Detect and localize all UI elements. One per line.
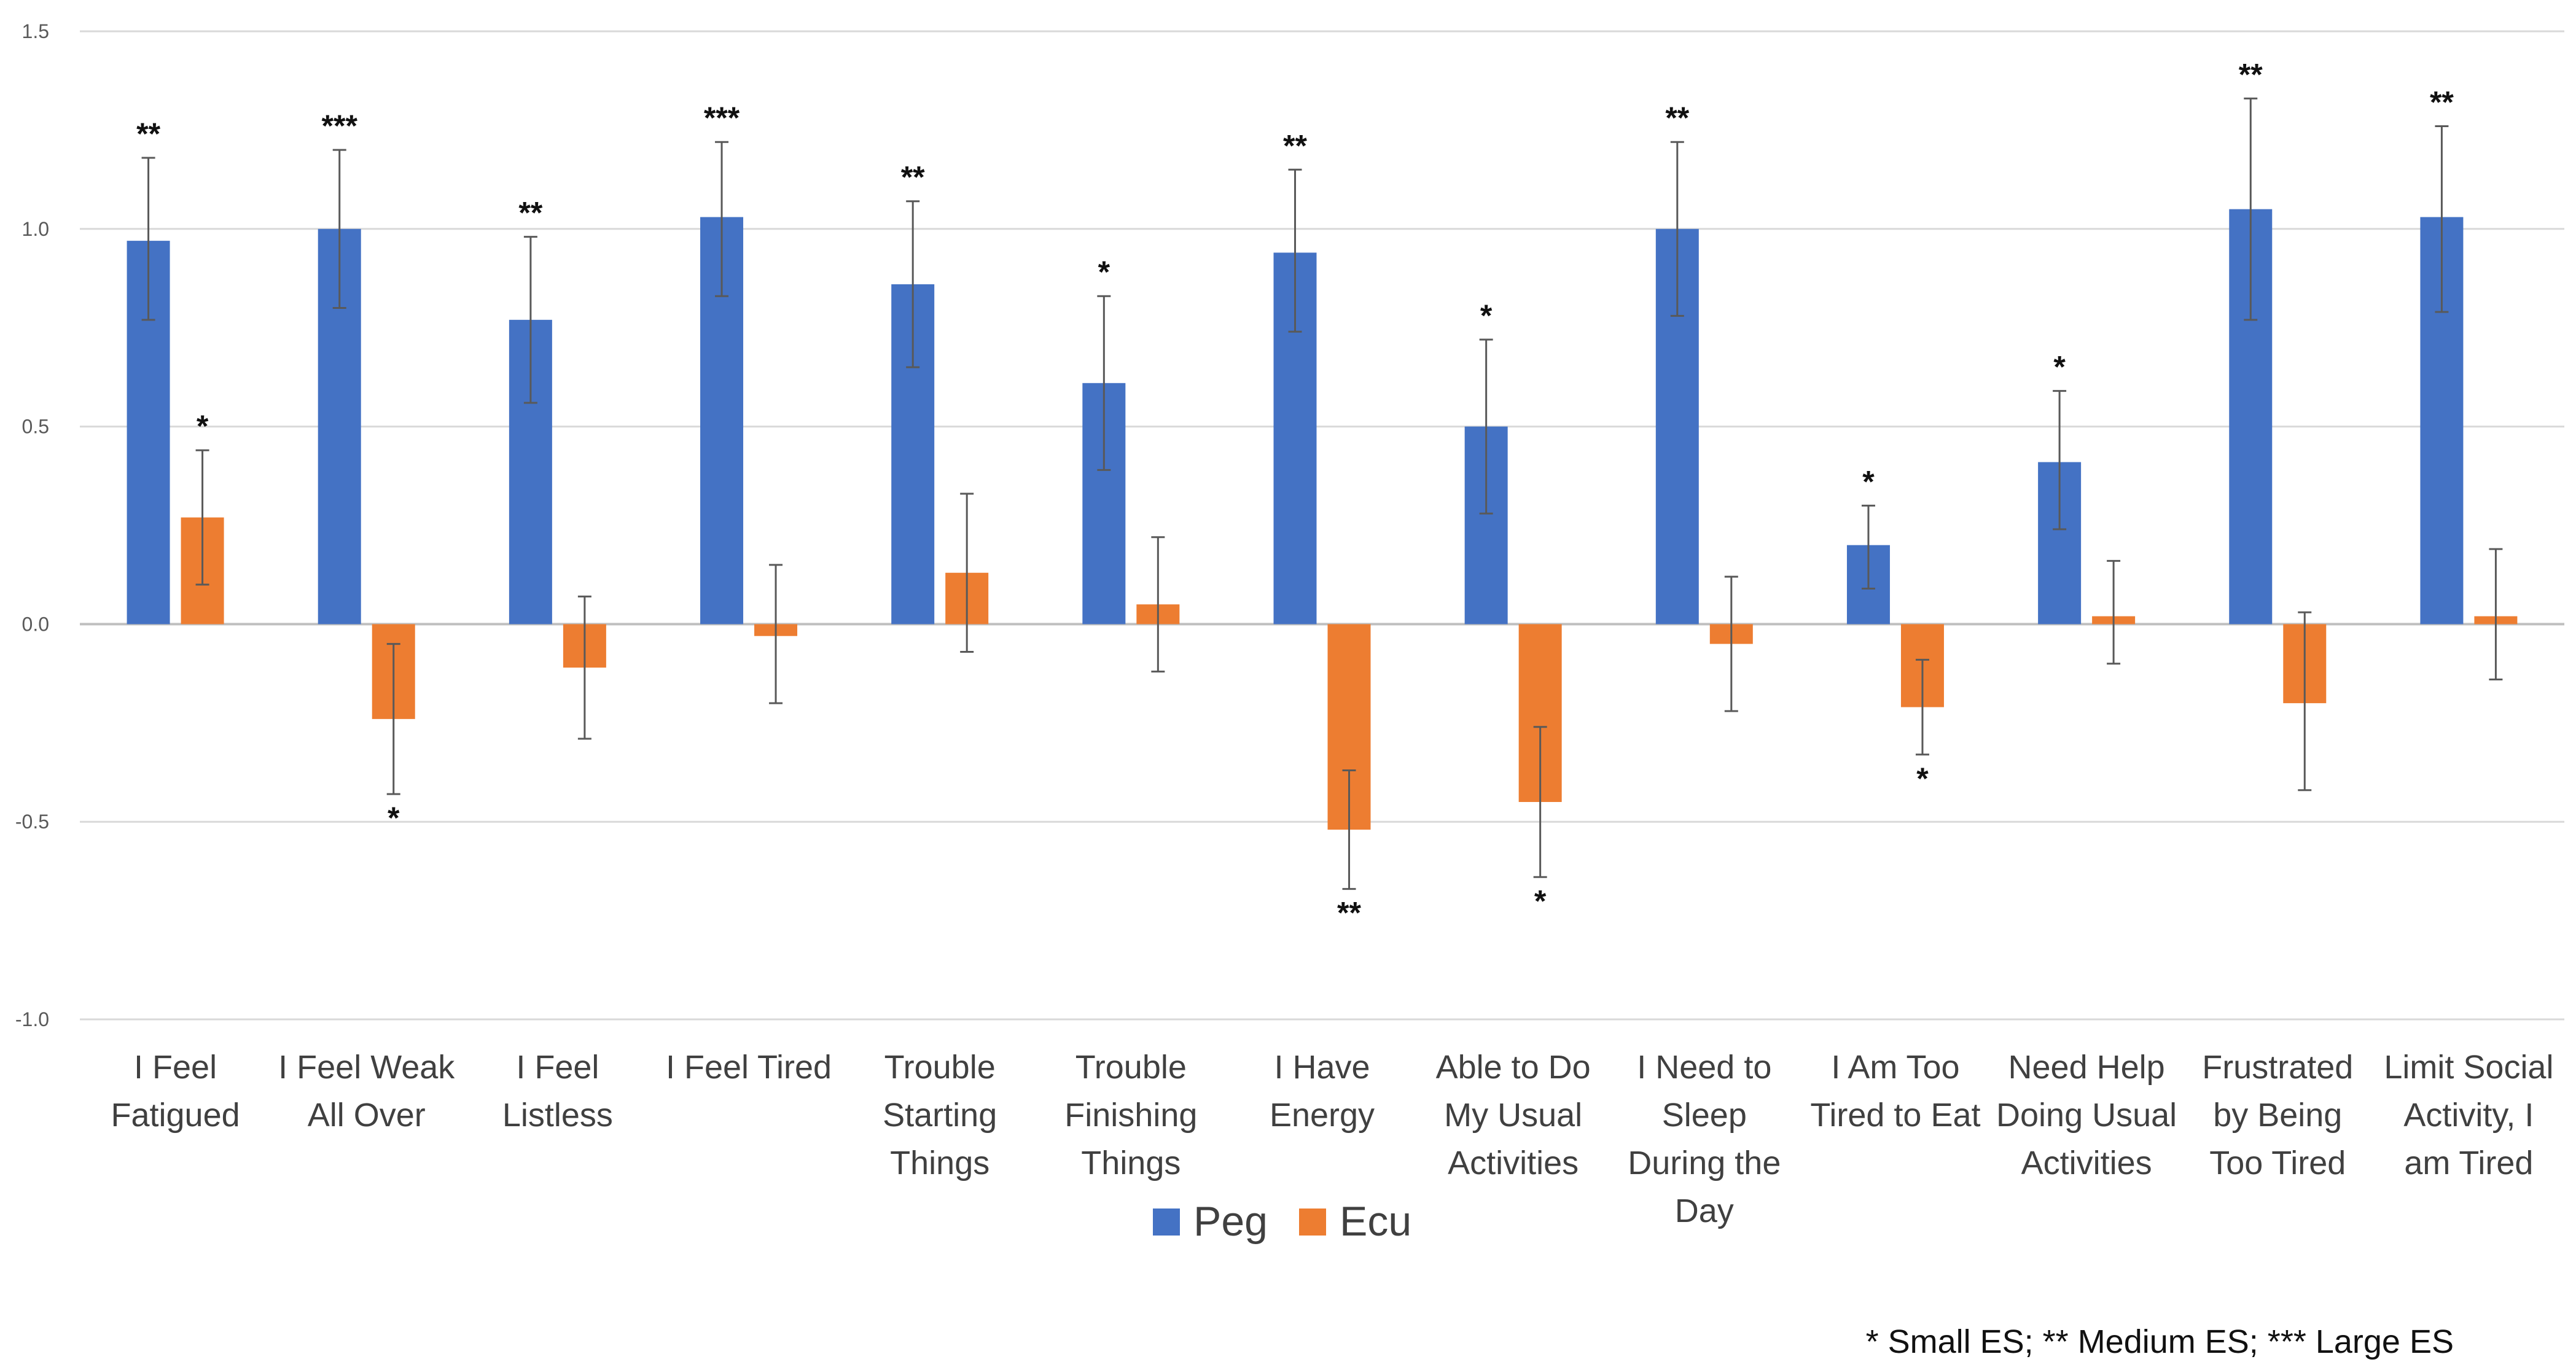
effect-size-footnote: * Small ES; ** Medium ES; *** Large ES (1866, 1323, 2454, 1360)
legend-swatch-peg (1153, 1208, 1180, 1236)
significance-marker: * (1534, 884, 1547, 918)
y-tick-label: 1.0 (22, 218, 49, 240)
category-label: I Feel Tired (666, 1049, 832, 1086)
category-label: am Tired (2404, 1145, 2533, 1181)
category-label: I Am Too (1831, 1049, 1959, 1086)
legend-label-ecu: Ecu (1340, 1198, 1411, 1245)
category-label: Fatigued (111, 1097, 240, 1134)
category-labels: I Feel Fatigued I Feel Weak All Over I Feel L… (111, 1049, 2553, 1229)
category-label: Things (890, 1145, 989, 1181)
significance-marker: ** (2430, 85, 2454, 119)
category-label: I Need to (1637, 1049, 1771, 1086)
y-axis-ticks: 1.5 1.0 0.5 0.0 -0.5 -1.0 (15, 20, 49, 1030)
category-label: Tired to Eat (1810, 1097, 1980, 1134)
category-label: I Have (1274, 1049, 1370, 1086)
category-label: I Feel (134, 1049, 217, 1086)
category-label: Trouble (884, 1049, 996, 1086)
category-label: Frustrated (2202, 1049, 2353, 1086)
y-tick-label: -0.5 (15, 811, 49, 833)
significance-marker: ** (1665, 101, 1689, 135)
category-label: Activity, I (2403, 1097, 2534, 1134)
category-label: Need Help (2008, 1049, 2165, 1086)
significance-marker: ** (136, 117, 160, 151)
category-label: Activities (1448, 1145, 1579, 1181)
y-tick-label: 1.5 (22, 20, 49, 42)
y-tick-label: -1.0 (15, 1008, 49, 1030)
category-label: All Over (308, 1097, 426, 1134)
category-label: Limit Social (2384, 1049, 2553, 1086)
significance-marker: * (1480, 298, 1493, 333)
y-tick-label: 0.5 (22, 416, 49, 438)
significance-markers: ** ************************** ** (136, 57, 2454, 930)
error-bars (141, 97, 2503, 890)
category-label: Activities (2021, 1145, 2152, 1181)
category-label: I Feel Weak (278, 1049, 455, 1086)
significance-marker: * (197, 409, 209, 443)
significance-marker: * (1862, 464, 1875, 499)
significance-marker: ** (518, 196, 542, 230)
significance-marker: * (388, 801, 400, 835)
category-label: During the (1628, 1145, 1781, 1181)
legend-label-peg: Peg (1193, 1198, 1268, 1245)
significance-marker: * (1916, 761, 1929, 796)
category-label: Too Tired (2209, 1145, 2346, 1181)
category-label: by Being (2213, 1097, 2342, 1134)
category-label: I Feel (516, 1049, 599, 1086)
category-label: Listless (502, 1097, 613, 1134)
category-label: Doing Usual (1996, 1097, 2177, 1134)
significance-marker: ** (2239, 57, 2263, 91)
significance-marker: * (2053, 350, 2066, 384)
y-tick-label: 0.0 (22, 613, 49, 635)
category-label: Day (1675, 1193, 1734, 1229)
gridlines (80, 30, 2564, 1021)
legend-swatch-ecu (1299, 1208, 1326, 1236)
significance-marker: * (1098, 255, 1110, 289)
significance-marker: ** (901, 160, 925, 195)
significance-marker: ** (1337, 896, 1361, 930)
significance-marker: *** (322, 109, 358, 143)
bars (127, 209, 2518, 830)
category-label: Starting (883, 1097, 997, 1134)
legend: Peg Ecu (1153, 1198, 1411, 1245)
category-label: Finishing (1064, 1097, 1197, 1134)
significance-marker: *** (704, 101, 740, 135)
category-label: My Usual (1444, 1097, 1582, 1134)
category-label: Sleep (1662, 1097, 1747, 1134)
category-label: Things (1081, 1145, 1181, 1181)
category-label: Able to Do (1436, 1049, 1591, 1086)
significance-marker: ** (1283, 128, 1307, 163)
category-label: Energy (1270, 1097, 1375, 1134)
category-label: Trouble (1075, 1049, 1187, 1086)
